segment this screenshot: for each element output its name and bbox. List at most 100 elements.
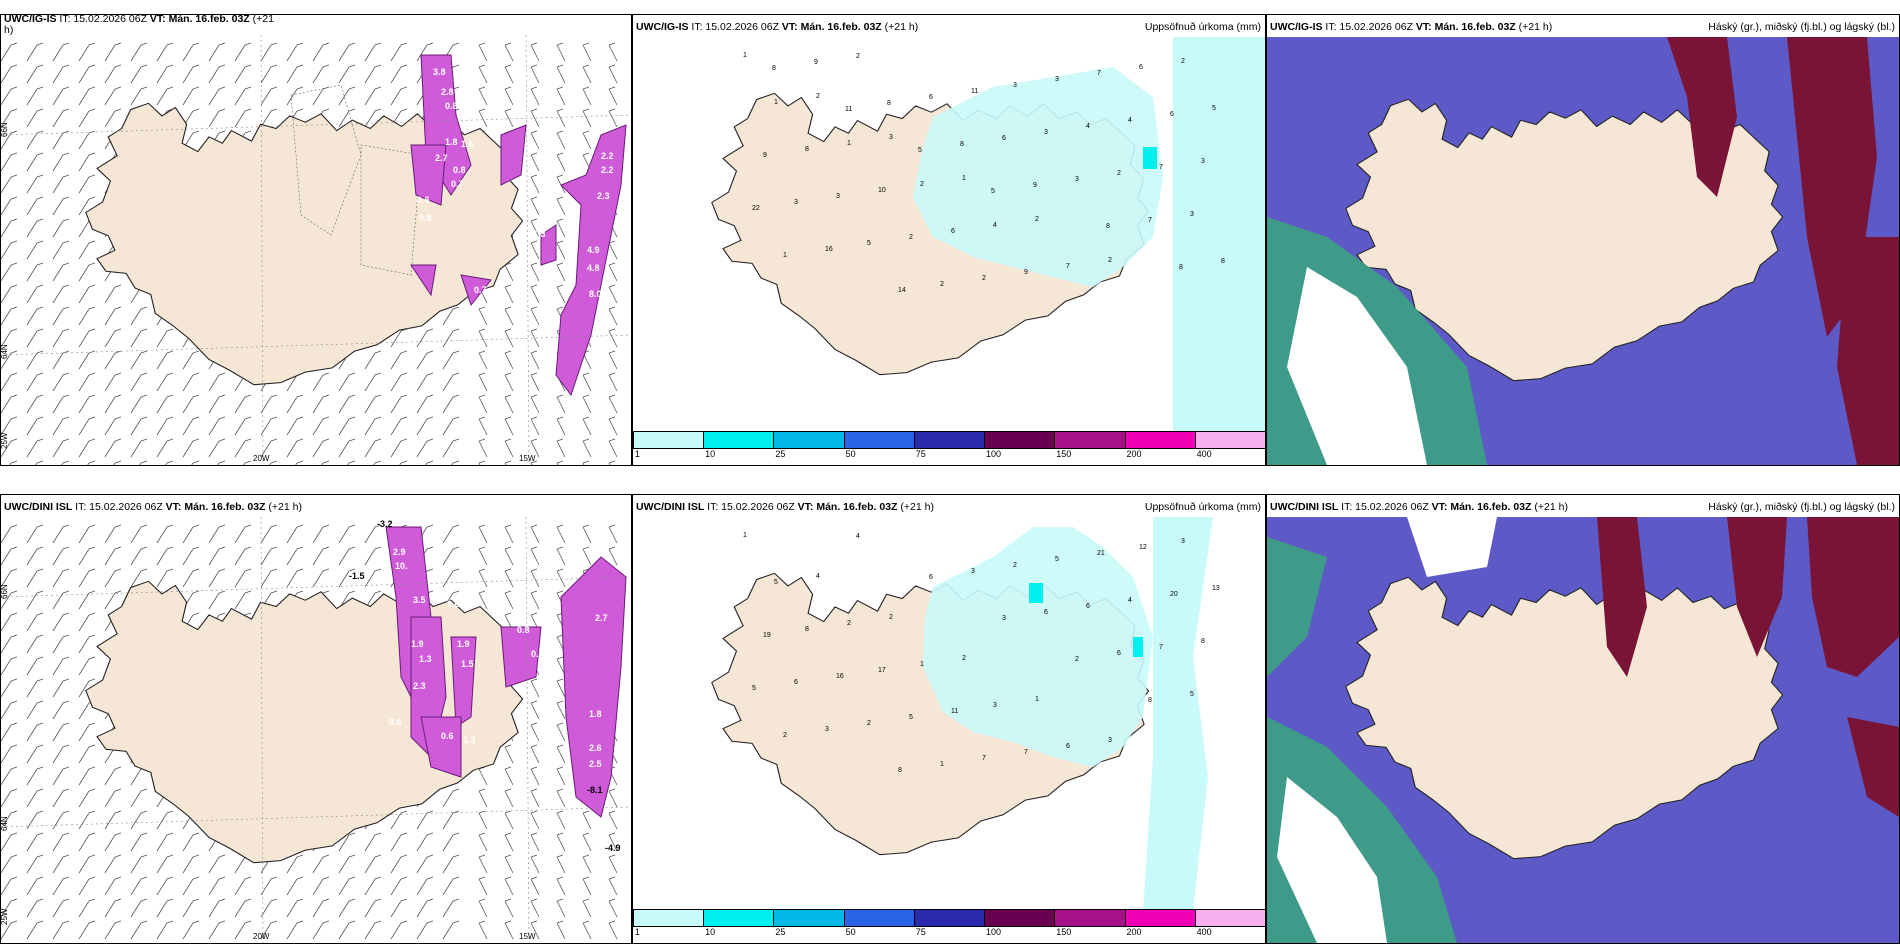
wind-barb [52, 130, 70, 150]
wind-barb [390, 42, 408, 62]
wind-barb [390, 350, 408, 370]
wind-barb [312, 86, 330, 106]
wind-barb [556, 788, 566, 808]
wind-barb [478, 328, 488, 348]
panel-header: UWC/DINI ISL IT: 15.02.2026 06Z VT: Mán.… [1270, 501, 1568, 513]
wind-barb [26, 568, 44, 588]
wind-barb [608, 284, 618, 304]
wind-barb [478, 524, 488, 544]
wind-barb [556, 438, 566, 458]
precip-value-label: 2 [867, 720, 871, 727]
wind-barb [78, 42, 96, 62]
wind-barb [530, 568, 540, 588]
wind-barb [52, 196, 70, 216]
wind-barb [582, 42, 592, 62]
wind-barb [130, 328, 148, 348]
wind-barb [504, 876, 514, 896]
wind-barb [608, 262, 618, 282]
wind-barb [182, 854, 200, 874]
wind-barb [478, 854, 488, 874]
precip-value-label: 2 [783, 732, 787, 739]
wind-barb [52, 64, 70, 84]
wind-barb [26, 350, 44, 370]
wind-barb [286, 898, 304, 918]
wind-barb [582, 546, 592, 566]
wind-barb [504, 854, 514, 874]
init-time: IT: 15.02.2026 06Z [691, 21, 779, 33]
wind-barb [582, 832, 592, 852]
precip-value-label: 4 [816, 573, 820, 580]
wind-barb [530, 876, 540, 896]
precip-value-label: 2 [909, 234, 913, 241]
wind-barb [156, 546, 174, 566]
wind-barb [399, 460, 408, 465]
cloud-map-svg [1267, 37, 1899, 465]
high-cloud [1667, 37, 1737, 197]
precip-value-label: 4 [993, 222, 997, 229]
wind-barb [26, 722, 44, 742]
wind-barb [530, 64, 540, 84]
wind-barb [26, 174, 44, 194]
wind-barb [608, 876, 618, 896]
panel-bottom-left: UWC/DINI ISL IT: 15.02.2026 06Z VT: Mán.… [0, 494, 632, 944]
wind-barb [504, 262, 514, 282]
wind-barb [556, 810, 566, 830]
wind-barb [608, 546, 618, 566]
wind-barb [78, 284, 96, 304]
wind-barb [1, 766, 18, 786]
wind-barb [104, 766, 122, 786]
wind-barb [156, 394, 174, 414]
wind-barb [556, 86, 566, 106]
wind-barb [104, 284, 122, 304]
value-label: 2.7 [595, 613, 608, 623]
cloud-free-sea [1287, 267, 1427, 465]
wind-barb [608, 788, 618, 808]
wind-barb [312, 854, 330, 874]
precip-value-label: 2 [856, 53, 860, 60]
wind-barb [364, 438, 382, 458]
wind-barb [234, 920, 252, 940]
lead-time: (+21 h) [1534, 501, 1568, 513]
value-label: -3.2 [377, 519, 393, 529]
wind-barb [390, 876, 408, 896]
wind-barb [390, 854, 408, 874]
wind-barb [104, 590, 122, 610]
wind-barb [556, 152, 566, 172]
wind-barb [530, 766, 540, 786]
wind-map-svg: 66N 64N 25W 20W 15W 3.8 2.8 0.8 1.6 1.8 … [1, 35, 631, 465]
precip-value-label: 6 [794, 679, 798, 686]
wind-barb [182, 372, 200, 392]
wind-barb [78, 590, 96, 610]
wind-barb [530, 328, 540, 348]
precip-value-label: 16 [825, 246, 833, 253]
wind-barb [1, 876, 18, 896]
value-label: 0.5 [389, 717, 402, 727]
precip-value-label: 3 [1013, 82, 1017, 89]
colorbar-label: 1 [634, 927, 640, 937]
wind-barb [390, 920, 408, 940]
wind-barb [608, 64, 618, 84]
lon-label-20w: 20W [253, 932, 270, 941]
wind-barb [478, 920, 488, 940]
wind-barb [26, 832, 44, 852]
wind-barb [312, 372, 330, 392]
wind-barb [286, 42, 304, 62]
panel-header: UWC/IG-IS IT: 15.02.2026 06Z VT: Mán. 16… [636, 21, 918, 33]
precip-value-label: 1 [962, 175, 966, 182]
wind-barb [52, 634, 70, 654]
precip-value-label: 6 [1170, 111, 1174, 118]
panel-header: UWC/IG-IS IT: 15.02.2026 06Z VT: Mán. 16… [1270, 21, 1552, 33]
wind-barb [504, 438, 514, 458]
wind-barb [156, 350, 174, 370]
wind-barb [608, 372, 618, 392]
wind-barb [208, 920, 226, 940]
wind-barb [1, 788, 18, 808]
wind-barb [1, 590, 18, 610]
precip-value-label: 2 [1013, 562, 1017, 569]
wind-barb [530, 920, 540, 940]
wind-map: 66N 64N 25W 20W 15W -3.2 2.9 10. -1.5 3.… [1, 517, 631, 943]
wind-barb [338, 64, 356, 84]
lon-label-20w: 20W [253, 454, 270, 463]
wind-barb [478, 42, 488, 62]
wind-barb [234, 438, 252, 458]
